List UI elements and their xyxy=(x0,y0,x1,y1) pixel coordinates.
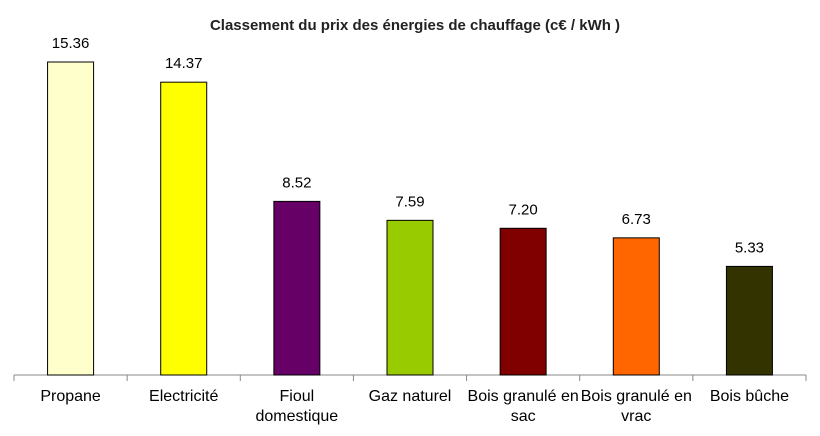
bar xyxy=(725,265,773,376)
value-label: 6.73 xyxy=(622,211,651,228)
bar xyxy=(612,237,660,376)
value-label: 7.20 xyxy=(509,201,538,218)
bar xyxy=(499,227,547,376)
chart-title: Classement du prix des énergies de chauf… xyxy=(210,17,620,34)
x-tick-label: Fioul domestique xyxy=(255,388,339,425)
bar xyxy=(160,81,208,376)
x-tick-label: Bois bûche xyxy=(709,388,789,405)
bar xyxy=(47,61,95,376)
value-label: 5.33 xyxy=(735,239,764,256)
bar xyxy=(273,200,321,376)
x-tick-label: Electricité xyxy=(149,388,219,405)
x-tick-label: Bois granulé en vrac xyxy=(580,388,692,425)
x-tick-label: Propane xyxy=(40,388,101,405)
value-label: 15.36 xyxy=(52,35,90,52)
value-label: 14.37 xyxy=(165,55,203,72)
x-tick-label: Gaz naturel xyxy=(368,388,452,405)
value-label: 8.52 xyxy=(282,174,311,191)
x-tick-label: Bois granulé en sac xyxy=(467,388,579,425)
value-label: 7.59 xyxy=(395,193,424,210)
bar xyxy=(386,219,434,376)
